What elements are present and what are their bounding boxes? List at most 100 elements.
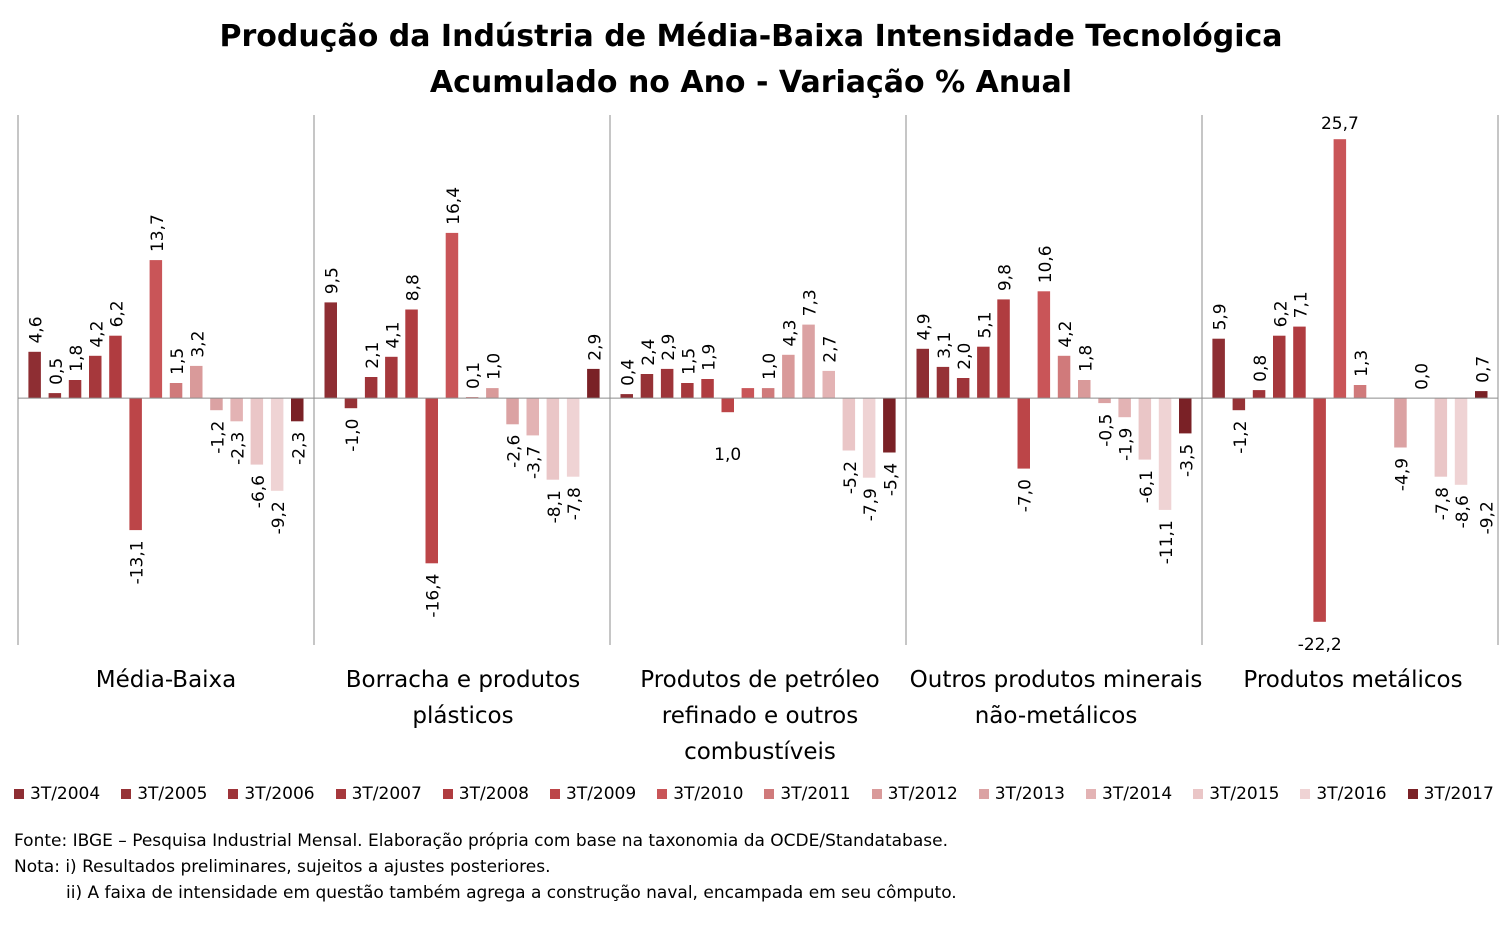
note-1: Nota: i) Resultados preliminares, sujeit…	[14, 857, 551, 877]
bar	[190, 365, 203, 399]
bar	[364, 377, 378, 399]
legend-label: 3T/2007	[351, 784, 422, 804]
legend-swatch	[657, 789, 668, 799]
legend-swatch	[978, 789, 989, 799]
legend-item: 3T/2015	[1193, 780, 1279, 808]
legend-label: 3T/2013	[994, 784, 1065, 804]
data-label: 2,0	[955, 343, 975, 370]
bar	[822, 370, 835, 399]
data-label: 1,0	[714, 445, 741, 465]
data-label: -3,5	[1177, 444, 1197, 477]
legend-swatch	[228, 789, 239, 799]
data-label: 4,2	[87, 321, 107, 348]
data-label: 1,9	[700, 344, 720, 371]
data-label: -6,6	[249, 475, 269, 508]
bar	[1252, 390, 1266, 399]
bar	[1179, 398, 1192, 434]
data-label: -5,2	[841, 461, 861, 494]
bar	[883, 398, 896, 453]
data-label: 4,9	[915, 313, 935, 340]
legend-swatch	[442, 789, 453, 799]
bar	[1037, 291, 1051, 399]
bar	[445, 232, 459, 399]
data-label: 0,0	[1413, 363, 1433, 390]
legend-item: 3T/2016	[1300, 780, 1387, 808]
legend-label: 3T/2011	[780, 784, 851, 804]
data-label: -9,2	[1477, 501, 1497, 534]
bar	[344, 398, 358, 409]
legend-item: 3T/2010	[657, 780, 743, 808]
bar	[546, 398, 560, 480]
bar	[506, 398, 519, 425]
bar	[1273, 335, 1286, 399]
bar	[701, 379, 714, 399]
legend-item: 3T/2013	[978, 780, 1065, 808]
data-label: 6,2	[1271, 300, 1291, 327]
data-label: 1,8	[67, 345, 87, 372]
data-label: 7,3	[801, 289, 821, 316]
bar	[405, 309, 418, 399]
data-label: 5,9	[1211, 303, 1231, 330]
data-label: -2,3	[229, 432, 249, 465]
data-label: -16,4	[424, 574, 444, 618]
bar	[270, 398, 284, 491]
bar	[620, 394, 633, 399]
legend-label: 3T/2017	[1423, 784, 1494, 804]
data-label: 1,8	[1076, 345, 1096, 372]
category-label-minerais: Outros produtos minerais não-metálicos	[909, 667, 1203, 729]
bar	[1353, 385, 1367, 399]
data-label: -1,9	[1117, 428, 1137, 461]
source-note: Fonte: IBGE – Pesquisa Industrial Mensal…	[14, 831, 948, 851]
bar	[1212, 338, 1225, 399]
data-label: 16,4	[444, 187, 464, 225]
bar	[250, 398, 264, 465]
bar-chart: 4,6 9,5 0,4 4,9 5,9 0,5 -1,0 2,4 3,1 -1,2 1,8 2,1 2,…	[17, 114, 1499, 655]
legend-swatch	[335, 789, 346, 799]
data-label: 6,2	[108, 300, 128, 327]
data-label: 2,1	[363, 342, 383, 369]
bar	[741, 388, 755, 399]
data-label: 3,2	[188, 331, 208, 358]
data-label: 1,0	[484, 353, 504, 380]
data-label: -13,1	[128, 540, 148, 584]
bar	[1454, 398, 1468, 485]
data-label: -1,2	[209, 421, 229, 454]
data-label: 7,1	[1292, 291, 1312, 318]
data-label: 4,1	[383, 322, 403, 349]
category-label-petroleo: Produtos de petróleo refinado e outros c…	[640, 667, 880, 765]
data-label: -5,4	[881, 463, 901, 496]
bar	[1475, 391, 1488, 399]
data-label: -1,0	[343, 419, 363, 452]
legend-item: 3T/2008	[442, 780, 529, 808]
legend-label: 3T/2010	[673, 784, 744, 804]
legend: 3T/2004 3T/2005 3T/2006 3T/2007 3T/2008 3T/20…	[14, 780, 1494, 808]
chart-title-line-1: Produção da Indústria de Média-Baixa Int…	[219, 19, 1283, 54]
bar	[465, 397, 479, 399]
legend-swatch	[1193, 789, 1204, 799]
legend-label: 3T/2008	[458, 784, 529, 804]
data-label: 1,5	[679, 348, 699, 375]
data-label: 2,9	[585, 334, 605, 361]
bar	[1232, 398, 1246, 411]
data-label: 9,8	[996, 264, 1016, 291]
bar	[526, 398, 539, 436]
legend-swatch	[871, 789, 882, 799]
legend-swatch	[1300, 789, 1311, 799]
bar	[640, 374, 654, 399]
category-label-metalicos: Produtos metálicos	[1243, 667, 1463, 693]
bar	[1098, 398, 1111, 404]
data-label: -2,6	[505, 435, 525, 468]
data-label: -6,1	[1137, 470, 1157, 503]
legend-swatch	[764, 789, 775, 799]
data-label: -7,8	[565, 487, 585, 520]
bar	[1394, 398, 1407, 448]
bar	[291, 398, 304, 422]
bar	[1333, 139, 1347, 399]
data-label: 4,3	[780, 320, 800, 347]
data-label: 2,9	[659, 334, 679, 361]
bar	[48, 393, 62, 399]
data-label: -7,9	[861, 488, 881, 521]
data-label: 1,0	[760, 353, 780, 380]
bar	[1057, 355, 1071, 399]
data-label: -3,7	[525, 446, 545, 479]
